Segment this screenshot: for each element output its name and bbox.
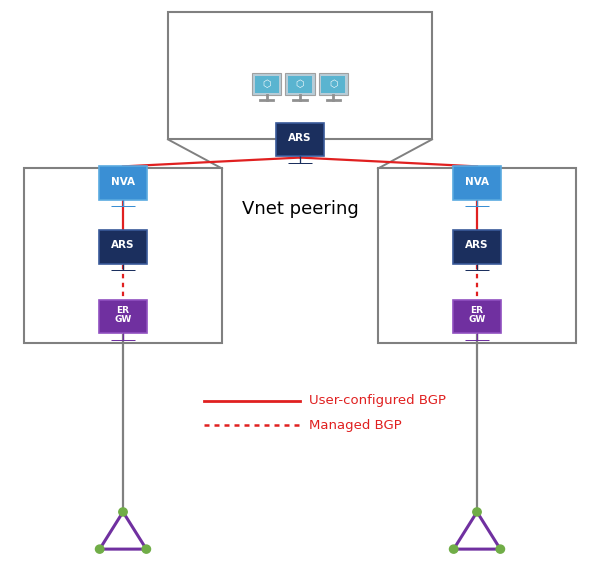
FancyBboxPatch shape	[99, 166, 147, 200]
Circle shape	[95, 545, 104, 553]
FancyBboxPatch shape	[453, 230, 501, 264]
Circle shape	[473, 508, 481, 516]
FancyBboxPatch shape	[99, 300, 147, 333]
FancyBboxPatch shape	[321, 76, 345, 92]
FancyBboxPatch shape	[276, 123, 324, 156]
FancyBboxPatch shape	[286, 73, 314, 95]
Text: ARS: ARS	[465, 241, 489, 250]
Text: ER
GW: ER GW	[469, 306, 485, 324]
Text: ARS: ARS	[288, 133, 312, 143]
FancyBboxPatch shape	[99, 230, 147, 264]
Circle shape	[119, 508, 127, 516]
Text: ⬡: ⬡	[263, 79, 271, 89]
Text: NVA: NVA	[111, 177, 135, 187]
FancyBboxPatch shape	[453, 166, 501, 200]
FancyBboxPatch shape	[288, 76, 312, 92]
FancyBboxPatch shape	[252, 73, 281, 95]
FancyBboxPatch shape	[453, 300, 501, 333]
Text: NVA: NVA	[465, 177, 489, 187]
Bar	[24, 168, 222, 343]
Text: ER
GW: ER GW	[115, 306, 131, 324]
Circle shape	[449, 545, 458, 553]
Bar	[168, 12, 432, 139]
Text: Managed BGP: Managed BGP	[309, 419, 402, 432]
Circle shape	[496, 545, 505, 553]
Text: ⬡: ⬡	[296, 79, 304, 89]
Text: ARS: ARS	[111, 241, 135, 250]
Text: Vnet peering: Vnet peering	[242, 200, 358, 218]
Text: User-configured BGP: User-configured BGP	[309, 394, 446, 407]
Text: ⬡: ⬡	[329, 79, 337, 89]
Bar	[378, 168, 576, 343]
FancyBboxPatch shape	[255, 76, 279, 92]
FancyBboxPatch shape	[319, 73, 348, 95]
Circle shape	[142, 545, 151, 553]
